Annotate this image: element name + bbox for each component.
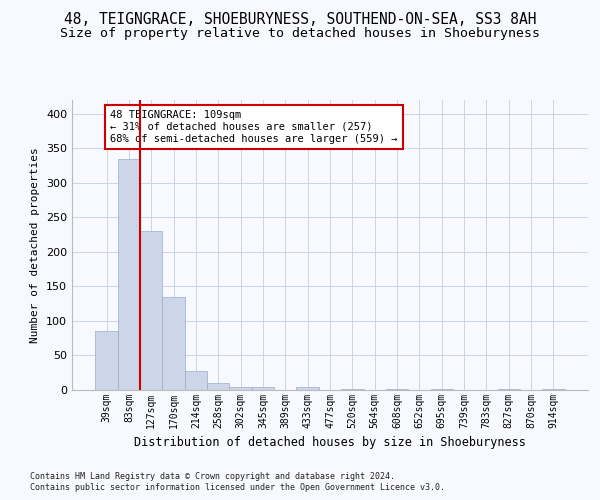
Bar [252, 386, 274, 390]
Bar [229, 386, 252, 390]
Bar [497, 388, 520, 390]
Bar [431, 388, 453, 390]
Text: 48 TEIGNGRACE: 109sqm
← 31% of detached houses are smaller (257)
68% of semi-det: 48 TEIGNGRACE: 109sqm ← 31% of detached … [110, 110, 397, 144]
Text: Distribution of detached houses by size in Shoeburyness: Distribution of detached houses by size … [134, 436, 526, 449]
Bar [341, 388, 364, 390]
Bar [542, 388, 565, 390]
Bar [386, 388, 408, 390]
Text: Contains HM Land Registry data © Crown copyright and database right 2024.: Contains HM Land Registry data © Crown c… [30, 472, 395, 481]
Y-axis label: Number of detached properties: Number of detached properties [31, 147, 40, 343]
Bar [296, 386, 319, 390]
Text: Size of property relative to detached houses in Shoeburyness: Size of property relative to detached ho… [60, 28, 540, 40]
Bar [140, 231, 163, 390]
Bar [185, 370, 207, 390]
Bar [95, 332, 118, 390]
Bar [207, 383, 229, 390]
Text: Contains public sector information licensed under the Open Government Licence v3: Contains public sector information licen… [30, 484, 445, 492]
Bar [163, 297, 185, 390]
Text: 48, TEIGNGRACE, SHOEBURYNESS, SOUTHEND-ON-SEA, SS3 8AH: 48, TEIGNGRACE, SHOEBURYNESS, SOUTHEND-O… [64, 12, 536, 28]
Bar [118, 158, 140, 390]
